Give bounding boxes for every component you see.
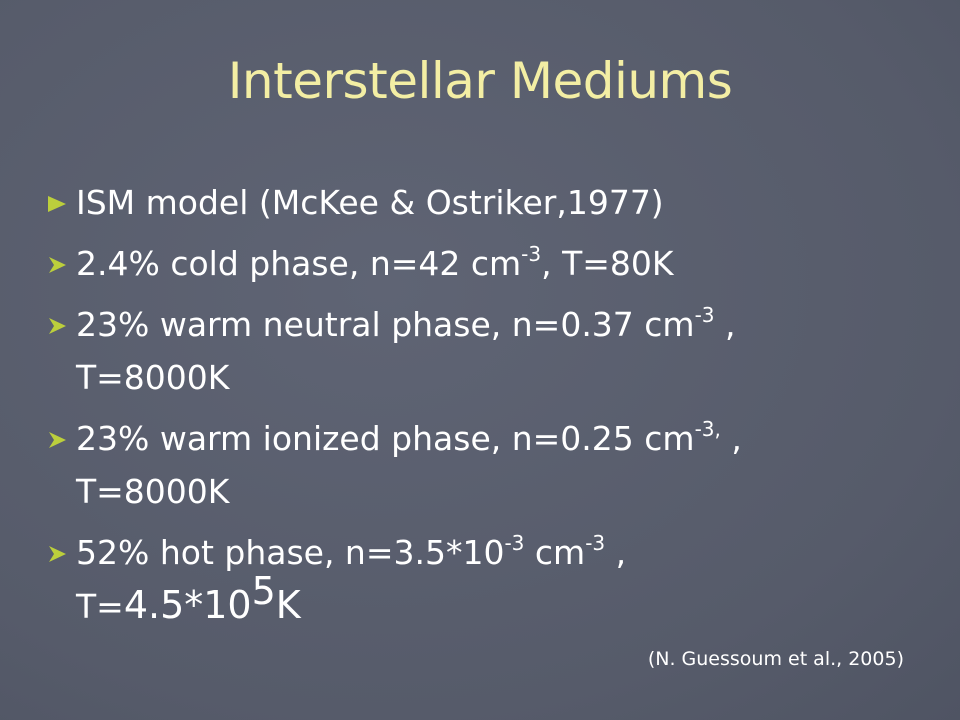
text-segment: , — [714, 305, 736, 344]
bullet-list: ISM model (McKee & Ostriker,1977) 2.4% co… — [46, 176, 926, 641]
text-segment: K — [275, 583, 301, 627]
bullet-line: T=8000K — [76, 465, 926, 518]
superscript: -3, — [694, 417, 721, 441]
superscript: -3 — [694, 303, 715, 327]
bullet: 52% hot phase, n=3.5*10-3 cm-3 , T=4.5*10… — [46, 526, 926, 633]
text-segment: T=8000K — [76, 472, 230, 511]
slide-title: Interstellar Mediums — [227, 52, 733, 110]
bullet-line: 2.4% cold phase, n=42 cm-3, T=80K — [76, 237, 926, 290]
bullet: ISM model (McKee & Ostriker,1977) — [46, 176, 926, 229]
text-segment: 4.5*10 — [123, 583, 252, 627]
text-segment: 23% warm neutral phase, n=0.37 cm — [76, 305, 695, 344]
bullet: 2.4% cold phase, n=42 cm-3, T=80K — [46, 237, 926, 290]
citation: (N. Guessoum et al., 2005) — [647, 648, 904, 670]
bullet-line: 23% warm neutral phase, n=0.37 cm-3 , — [76, 298, 926, 351]
bullet-marker — [49, 546, 66, 562]
bullet-marker — [49, 318, 66, 334]
superscript: -3 — [521, 242, 542, 266]
bullet-line: T=8000K — [76, 351, 926, 404]
superscript: 5 — [251, 569, 276, 613]
bullet-marker — [49, 432, 66, 448]
text-segment: 23% warm ionized phase, n=0.25 cm — [76, 419, 695, 458]
bullet-line: 52% hot phase, n=3.5*10-3 cm-3 , — [76, 526, 926, 579]
text-segment: 52% hot phase, n=3.5*10 — [76, 533, 505, 572]
superscript: -3 — [504, 531, 525, 555]
bullet-marker — [48, 196, 66, 212]
superscript: -3 — [585, 531, 606, 555]
text-segment: ISM model (McKee & Ostriker,1977) — [76, 183, 664, 222]
bullet: 23% warm neutral phase, n=0.37 cm-3 , T=8… — [46, 298, 926, 404]
text-segment: , — [605, 533, 627, 572]
text-segment: cm — [524, 533, 586, 572]
text-segment: T=8000K — [76, 358, 230, 397]
text-segment: 2.4% cold phase, n=42 cm — [76, 244, 522, 283]
bullet-line: ISM model (McKee & Ostriker,1977) — [76, 176, 926, 229]
text-segment: , — [720, 419, 742, 458]
text-segment: T= — [76, 587, 124, 626]
bullet-line: T=4.5*105K — [76, 572, 926, 633]
bullet: 23% warm ionized phase, n=0.25 cm-3, , T=… — [46, 412, 926, 518]
bullet-line: 23% warm ionized phase, n=0.25 cm-3, , — [76, 412, 926, 465]
bullet-marker — [49, 257, 66, 273]
text-segment: , T=80K — [541, 244, 674, 283]
